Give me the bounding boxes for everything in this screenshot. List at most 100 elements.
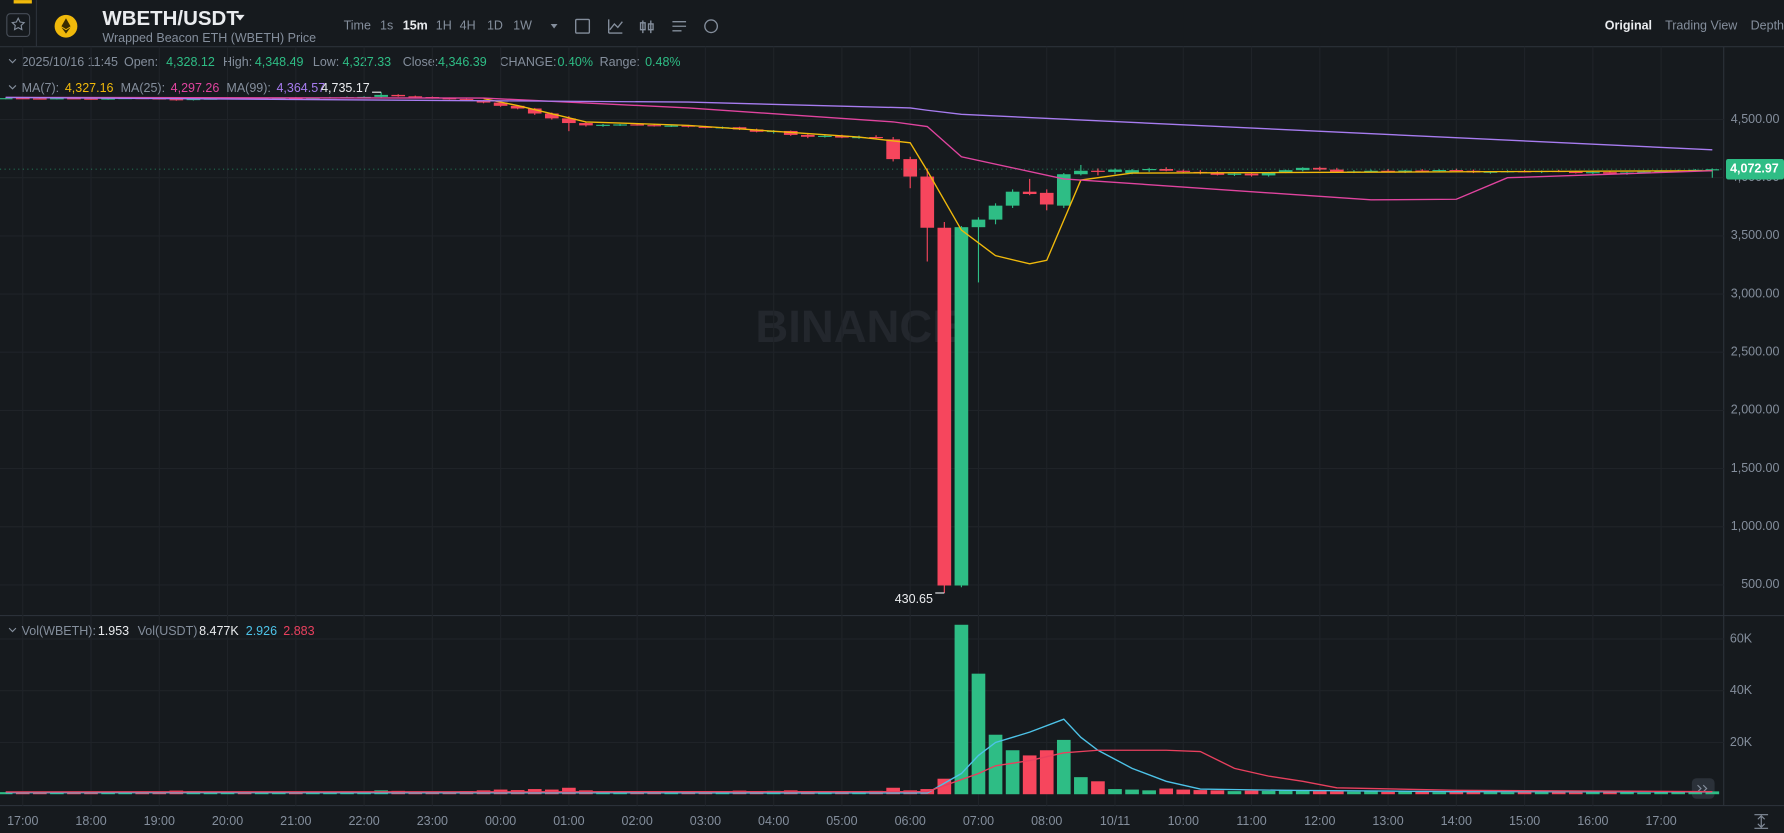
calendar-icon[interactable] <box>575 18 591 34</box>
view-tab[interactable]: Trading View <box>1665 19 1738 33</box>
y-tick-label: 60K <box>1730 631 1753 645</box>
candle-body <box>442 98 457 100</box>
collapse-toggles[interactable] <box>8 58 17 633</box>
y-tick-label: 500.00 <box>1741 577 1779 591</box>
interval-button[interactable]: 15m <box>403 19 428 33</box>
scroll-right-button[interactable] <box>1691 778 1715 799</box>
candle-body <box>544 113 559 119</box>
interval-more[interactable] <box>550 23 558 29</box>
axis-fit-icon[interactable] <box>1754 814 1769 829</box>
candle-body <box>1210 173 1225 175</box>
watermark: BINANCE <box>755 301 962 352</box>
volume-bar <box>1347 791 1361 795</box>
ma-legend-value: 4,297.26 <box>171 81 220 95</box>
interval-button[interactable]: 4H <box>460 19 476 33</box>
candle-date: 2025/10/16 11:45 <box>22 55 118 69</box>
y-tick-label: 20K <box>1730 735 1753 749</box>
x-tick-label: 01:00 <box>553 814 584 828</box>
view-tab[interactable]: Original <box>1605 19 1652 33</box>
candle-body <box>1261 172 1276 176</box>
info-value: 0.48% <box>645 55 680 69</box>
volume-bar <box>1688 791 1703 795</box>
candle-body <box>15 98 30 100</box>
moving-average-line <box>5 96 1713 201</box>
eth-icon <box>61 18 71 34</box>
candle-body <box>698 126 713 128</box>
volume-bar <box>67 792 81 795</box>
chart-type-icon[interactable] <box>608 19 623 34</box>
volume-bar <box>1466 791 1481 795</box>
volume-bar <box>1159 788 1174 795</box>
candle-body <box>1091 170 1105 172</box>
info-label: Close: <box>403 55 438 69</box>
volume-bar <box>323 792 337 795</box>
volume-bar <box>562 787 576 795</box>
symbol[interactable]: WBETH/USDT <box>102 7 239 30</box>
candle-body <box>937 227 952 586</box>
interval-button[interactable]: 1s <box>380 19 393 33</box>
volume-bar <box>1637 792 1651 795</box>
candle-body <box>1330 169 1344 172</box>
candle-body <box>647 125 662 127</box>
interval-button[interactable]: 1W <box>513 19 532 33</box>
candle-body <box>818 135 832 137</box>
candle-body <box>1278 170 1293 173</box>
x-tick-label: 02:00 <box>622 814 653 828</box>
candle-body <box>664 125 679 127</box>
candle-body <box>903 159 918 177</box>
settings-icon[interactable] <box>704 19 719 34</box>
view-tab[interactable]: Depth <box>1751 19 1784 33</box>
interval-button[interactable]: 1H <box>436 19 452 33</box>
volume-bar <box>1705 791 1720 795</box>
candle-icon[interactable] <box>639 20 654 34</box>
info-value: 4,328.12 <box>166 55 215 69</box>
x-tick-label: 21:00 <box>280 814 311 828</box>
symbol-dropdown[interactable] <box>235 14 245 21</box>
candle-body <box>681 125 696 127</box>
ma-legend-label: MA(99): <box>226 81 270 95</box>
candle-body <box>920 176 935 228</box>
candle-body <box>562 118 576 124</box>
candle-body <box>596 124 610 126</box>
candle-body <box>32 98 47 100</box>
candle-body <box>169 99 184 101</box>
candle-body <box>1449 170 1464 172</box>
info-label: CHANGE: <box>499 55 556 69</box>
info-label: Low: <box>313 55 339 69</box>
ma-legend-label: MA(7): <box>22 81 60 95</box>
x-tick-label: 00:00 <box>485 814 516 828</box>
volume-bar <box>1654 792 1668 795</box>
volume-bar <box>1449 791 1464 795</box>
volume-bar <box>1005 750 1020 795</box>
volume-bar <box>1193 790 1208 795</box>
volume-bar <box>1210 790 1225 795</box>
candle-body <box>1415 170 1430 172</box>
favorite-button[interactable] <box>6 13 31 38</box>
x-tick-label: 23:00 <box>417 814 448 828</box>
volume-legend-label: Vol(WBETH): <box>22 624 96 638</box>
volume-bar <box>1432 792 1447 795</box>
candle-body <box>67 98 81 100</box>
volume-bar <box>1295 790 1310 795</box>
volume-bar <box>1381 791 1395 795</box>
volume-ma-value: 2.926 <box>246 624 277 638</box>
candle-body <box>84 98 98 100</box>
scroll-icon <box>1697 784 1708 793</box>
volume-bar <box>220 792 235 795</box>
volume-legend-label: Vol(USDT) <box>138 624 198 638</box>
candle-body <box>408 96 423 98</box>
candle-body <box>1039 192 1054 205</box>
x-tick-label: 15:00 <box>1509 814 1540 828</box>
interval-button[interactable]: 1D <box>487 19 503 33</box>
candle-body <box>271 97 286 100</box>
x-tick-label: 20:00 <box>212 814 243 828</box>
interval-button[interactable]: Time <box>344 19 371 33</box>
indicator-icon[interactable] <box>672 21 687 32</box>
ma-legend-value: 4,327.16 <box>65 81 114 95</box>
annotation-label: 4,735.17 <box>321 81 370 95</box>
candle-body <box>101 98 115 100</box>
y-tick-label: 4,500.00 <box>1731 112 1780 126</box>
